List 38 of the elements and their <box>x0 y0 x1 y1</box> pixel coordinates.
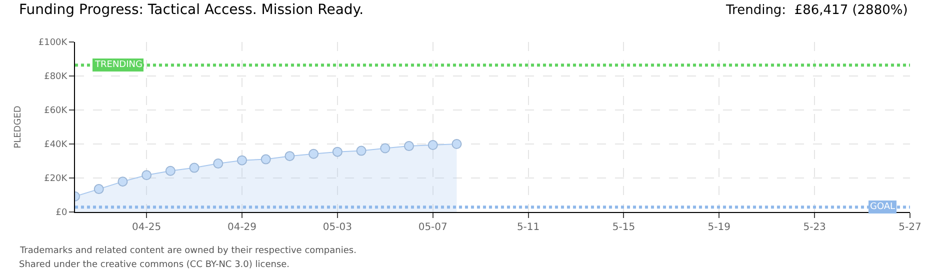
x-tick-label: 04-29 <box>227 222 257 233</box>
point <box>94 184 104 194</box>
point <box>213 158 224 169</box>
chart-subtitle: Trending: £86,417 (2880%) <box>725 3 908 18</box>
point <box>356 146 366 156</box>
point <box>142 170 152 180</box>
point <box>428 140 438 150</box>
point <box>118 176 128 187</box>
text: Shared under the creative commons (CC BY-NC 3.0) license. <box>19 260 290 270</box>
y-tick-label: £80K <box>44 72 68 82</box>
y-tick-label: £40K <box>44 140 68 150</box>
x-tick-label: 5-15 <box>612 222 636 233</box>
chart-title: Funding Progress: Tactical Access. Mission Ready. <box>19 2 364 18</box>
point <box>404 141 414 152</box>
x-tick-label: 5-27 <box>898 222 922 233</box>
point <box>237 155 247 166</box>
point <box>284 151 295 162</box>
x-tick-label: 05-07 <box>418 222 448 233</box>
x-tick-label: 5-19 <box>708 222 730 233</box>
y-tick-label: £60K <box>44 106 68 116</box>
y-tick-label: £0 <box>56 208 68 218</box>
point <box>452 139 462 149</box>
point <box>308 148 319 159</box>
y-axis-title: PLEDGED <box>14 106 24 148</box>
text: Trademarks and related content are owned by their respective companies. <box>19 246 356 256</box>
x-tick-label: 04-25 <box>132 222 162 233</box>
ref-line-label: TRENDING <box>94 60 142 70</box>
ref-line-label: GOAL <box>870 202 896 212</box>
x-tick-label: 5-23 <box>803 222 826 233</box>
point <box>189 162 200 173</box>
point <box>165 166 176 176</box>
point <box>380 143 390 154</box>
y-tick-label: £100K <box>38 38 68 48</box>
y-tick-label: £20K <box>44 174 68 184</box>
x-tick-label: 05-03 <box>322 222 352 233</box>
x-tick-label: 5-11 <box>516 222 540 233</box>
point <box>332 146 342 157</box>
point <box>260 154 271 164</box>
